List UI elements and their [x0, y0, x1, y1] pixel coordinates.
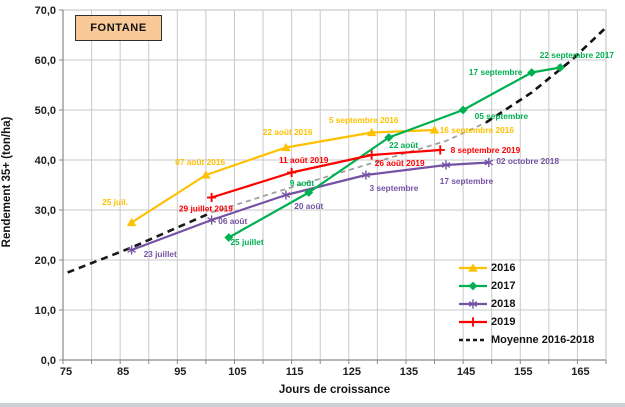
data-label-2018: 17 septembre: [440, 176, 494, 186]
x-tick-label: 115: [286, 366, 304, 378]
data-label-2017: 17 septembre: [469, 67, 523, 77]
marker-diamond: [304, 188, 314, 197]
x-tick-label: 135: [400, 366, 418, 378]
legend-swatch: [459, 263, 487, 272]
legend-label: 2019: [491, 316, 516, 328]
data-label-2016: 22 août 2016: [263, 127, 313, 137]
x-tick-label: 155: [514, 366, 532, 378]
legend-label: 2017: [491, 280, 516, 292]
data-label-2018: 20 août: [294, 201, 323, 211]
marker-plus: [207, 192, 217, 203]
data-label-2018: 06 août: [218, 216, 247, 226]
marker-triangle: [468, 263, 478, 272]
y-tick-label: 30,0: [35, 205, 56, 217]
data-label-2018: 23 juillet: [144, 249, 177, 259]
series-line-2017: [228, 66, 561, 239]
marker-diamond: [468, 281, 478, 291]
marker-plus: [367, 150, 377, 160]
marker-triangle: [366, 127, 377, 137]
marker-star: [127, 245, 136, 255]
marker-star: [207, 215, 216, 225]
marker-diamond: [458, 105, 468, 115]
legend-label: Moyenne 2016-2018: [491, 334, 595, 346]
y-tick-label: 0,0: [41, 355, 56, 367]
data-label-2018: 3 septembre: [369, 183, 418, 193]
marker-plus: [468, 317, 478, 327]
marker-triangle: [281, 142, 291, 152]
x-tick-label: 85: [117, 366, 129, 378]
marker-plus: [435, 145, 445, 155]
x-axis-title: Jours de croissance: [278, 384, 391, 396]
y-tick-label: 60,0: [35, 55, 56, 67]
y-tick-label: 40,0: [35, 155, 56, 167]
data-label-2017: 9 août: [290, 178, 315, 188]
series-line-2018: [131, 161, 489, 252]
data-label-2016: 16 septembre 2016: [440, 125, 515, 135]
x-tick-label: 145: [457, 366, 475, 378]
y-tick-label: 20,0: [35, 255, 56, 267]
marker-star: [468, 299, 478, 309]
legend: 2016 2017 2018 2019 Moyenne 2016-2018: [458, 259, 594, 349]
legend-item-2017: 2017: [458, 277, 594, 295]
screenshot-edge-artifact: [0, 403, 625, 407]
y-tick-label: 50,0: [35, 105, 56, 117]
data-label-2019: 29 juillet 2019: [179, 204, 233, 214]
legend-item-2019: 2019: [458, 313, 594, 331]
marker-star: [484, 157, 494, 168]
series-line-2019: [211, 148, 441, 199]
data-label-2018: 02 octobre 2018: [496, 156, 559, 166]
legend-item-2016: 2016: [458, 259, 594, 277]
data-label-2017: 05 septembre: [475, 111, 529, 121]
data-label-2016: 5 septembre 2016: [329, 115, 399, 125]
x-tick-label: 125: [343, 366, 361, 378]
y-axis-title: Rendement 35+ (ton/ha): [1, 116, 13, 248]
legend-item-2018: 2018: [458, 295, 594, 313]
marker-triangle: [429, 125, 440, 134]
marker-triangle: [201, 170, 211, 179]
legend-swatch: [459, 281, 487, 291]
marker-plus: [287, 167, 297, 178]
marker-diamond: [527, 68, 537, 77]
data-label-2017: 25 juillet: [230, 237, 263, 247]
data-label-2019: 26 août 2019: [375, 158, 425, 168]
data-label-2016: 07 août 2016: [175, 157, 225, 167]
x-tick-label: 75: [60, 366, 72, 378]
marker-diamond: [555, 63, 565, 72]
data-label-2017: 22 août: [389, 140, 418, 150]
series-line-moyenne: [485, 26, 607, 124]
legend-label: 2018: [491, 298, 516, 310]
y-tick-label: 70,0: [35, 5, 56, 17]
data-label-2019: 11 août 2019: [279, 155, 329, 165]
legend-swatch: [459, 338, 487, 342]
legend-item-moyenne-2016-2018: Moyenne 2016-2018: [458, 331, 594, 349]
data-label-2017: 22 septembre 2017: [540, 50, 615, 60]
legend-swatch: [459, 317, 487, 327]
x-tick-label: 165: [571, 366, 589, 378]
variety-label: FONTANE: [90, 22, 147, 34]
x-tick-label: 105: [228, 366, 246, 378]
marker-star: [361, 170, 371, 180]
y-tick-label: 10,0: [35, 305, 56, 317]
marker-triangle: [126, 217, 137, 227]
marker-diamond: [224, 233, 234, 242]
series-line-moyenne: [67, 211, 213, 274]
marker-star: [281, 190, 291, 200]
marker-diamond: [384, 133, 394, 142]
x-tick-label: 95: [174, 366, 186, 378]
legend-swatch: [459, 299, 487, 309]
legend-label: 2016: [491, 262, 516, 274]
data-label-2016: 25 juil.: [102, 197, 128, 207]
marker-star: [441, 160, 451, 170]
data-label-2019: 8 septembre 2019: [451, 145, 521, 155]
variety-label-box: FONTANE: [75, 15, 162, 41]
